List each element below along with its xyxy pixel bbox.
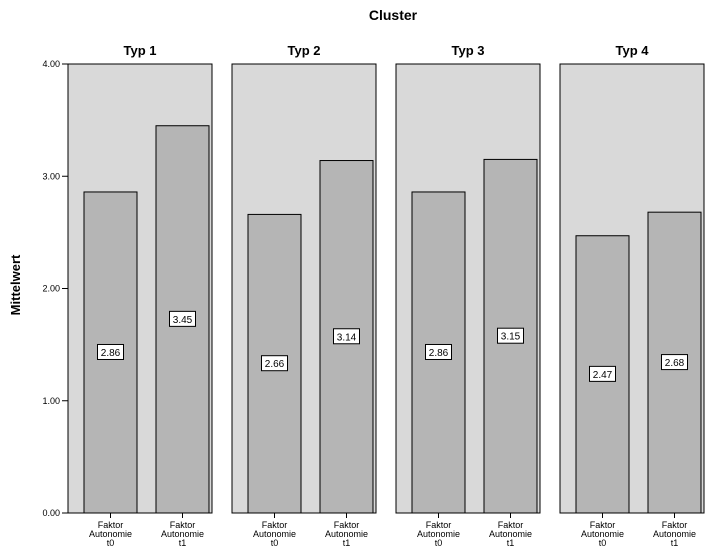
x-tick-label: t1 (507, 538, 515, 548)
x-tick-label: t0 (107, 538, 115, 548)
panel-title: Typ 2 (288, 43, 321, 58)
data-label-box (97, 343, 124, 360)
panel-title: Typ 4 (616, 43, 650, 58)
data-label-box (589, 365, 616, 382)
x-tick-label: Faktor (590, 520, 616, 530)
panel-3: Typ 32.86FaktorAutonomiet03.15FaktorAuto… (395, 43, 541, 548)
x-tick-label: t1 (179, 538, 187, 548)
y-tick-label: 2.00 (42, 284, 60, 294)
x-tick-label: Faktor (170, 520, 196, 530)
x-tick-label: Autonomie (253, 529, 296, 539)
x-tick-label: Autonomie (161, 529, 204, 539)
data-label: 3.15 (501, 332, 521, 343)
panel-2: Typ 22.66FaktorAutonomiet03.14FaktorAuto… (231, 43, 377, 548)
y-tick-label: 3.00 (42, 171, 60, 181)
data-label: 2.47 (593, 370, 613, 381)
y-tick-label: 1.00 (42, 396, 60, 406)
data-label: 2.68 (665, 358, 685, 369)
data-label-box (425, 343, 452, 360)
panels: Typ 12.86FaktorAutonomiet03.45FaktorAuto… (67, 43, 705, 548)
panel-title: Typ 1 (124, 43, 157, 58)
y-tick-label: 4.00 (42, 59, 60, 69)
panel-1: Typ 12.86FaktorAutonomiet03.45FaktorAuto… (67, 43, 213, 548)
data-label-box (261, 355, 288, 372)
y-axis-label: Mittelwert (8, 254, 23, 315)
data-label-box (661, 354, 688, 371)
data-label: 3.45 (173, 315, 193, 326)
x-tick-label: Faktor (98, 520, 124, 530)
x-tick-label: Faktor (662, 520, 688, 530)
y-axis: 0.00 1.00 2.00 3.00 4.00 (42, 59, 68, 518)
data-label: 2.66 (265, 359, 285, 370)
x-tick-label: Autonomie (581, 529, 624, 539)
x-tick-label: t1 (671, 538, 679, 548)
panel-4: Typ 42.47FaktorAutonomiet02.68FaktorAuto… (559, 43, 705, 548)
x-tick-label: Faktor (262, 520, 288, 530)
data-label: 2.86 (429, 348, 449, 359)
x-tick-label: t1 (343, 538, 351, 548)
x-tick-label: t0 (435, 538, 443, 548)
x-tick-label: t0 (271, 538, 279, 548)
x-tick-label: Faktor (334, 520, 360, 530)
chart-title: Cluster (369, 7, 418, 23)
x-tick-label: Autonomie (325, 529, 368, 539)
x-tick-label: t0 (599, 538, 607, 548)
x-tick-label: Autonomie (489, 529, 532, 539)
data-label-box (497, 327, 524, 344)
x-tick-label: Faktor (498, 520, 524, 530)
x-tick-label: Autonomie (417, 529, 460, 539)
data-label: 3.14 (337, 332, 357, 343)
data-label: 2.86 (101, 348, 121, 359)
panel-title: Typ 3 (452, 43, 485, 58)
data-label-box (169, 310, 196, 327)
data-label-box (333, 328, 360, 345)
y-tick-label: 0.00 (42, 508, 60, 518)
x-tick-label: Autonomie (89, 529, 132, 539)
x-tick-label: Autonomie (653, 529, 696, 539)
x-tick-label: Faktor (426, 520, 452, 530)
